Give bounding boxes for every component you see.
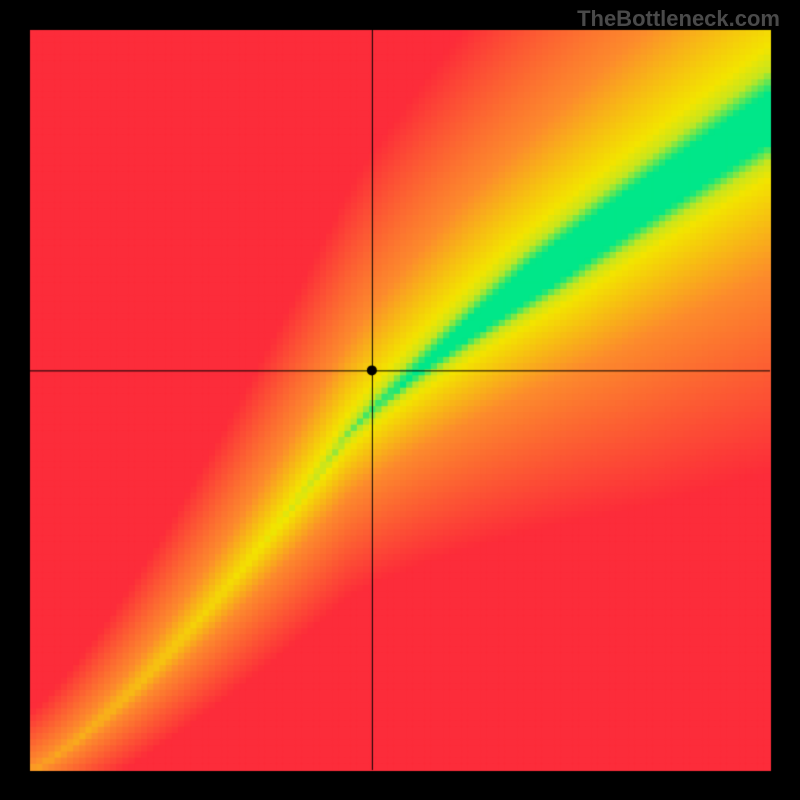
- chart-container: TheBottleneck.com: [0, 0, 800, 800]
- watermark-label: TheBottleneck.com: [577, 6, 780, 32]
- bottleneck-heatmap: [0, 0, 800, 800]
